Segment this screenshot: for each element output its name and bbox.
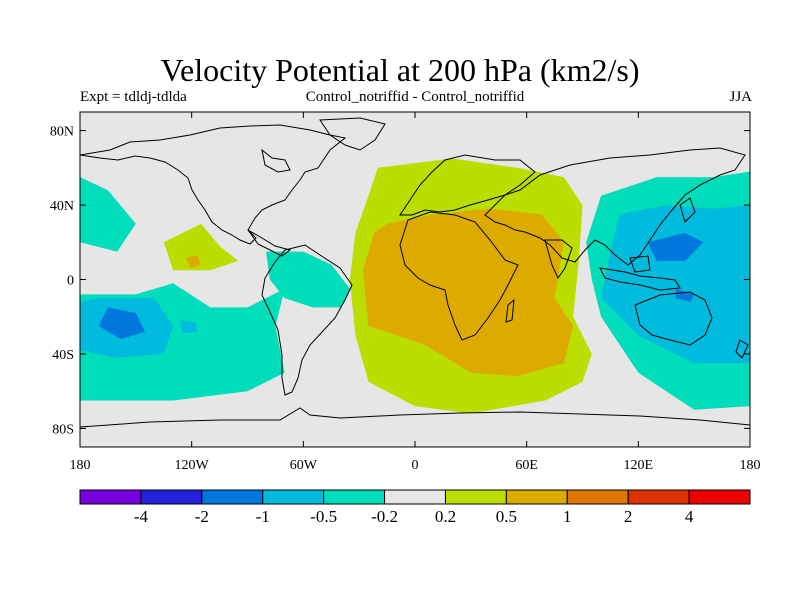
x-tick-label: 0 (412, 458, 419, 473)
colorbar-label: -2 (195, 507, 209, 526)
colorbar-label: 0.5 (496, 507, 517, 526)
x-tick-label: 120E (624, 458, 654, 473)
coastline-madagascar (505, 298, 515, 323)
x-tick-label: 60E (515, 458, 538, 473)
x-tick-label: 120W (175, 458, 210, 473)
contour-region-australia-negative-1 (675, 288, 695, 302)
colorbar-swatch (201, 489, 264, 505)
contour-region-pacific-positive-0.2 (163, 223, 239, 271)
colorbar-swatch (79, 489, 142, 505)
colorbar-label: 1 (563, 507, 572, 526)
colorbar-swatch (323, 489, 386, 505)
coastlines (80, 117, 750, 428)
contour-region-southeast-pacific-negative-0.5 (180, 320, 198, 334)
contour-region-pacific-positive-0.5 (186, 255, 201, 269)
coastline-asia (484, 147, 746, 266)
colorbar-swatch (627, 489, 690, 505)
coastline-greenland (319, 117, 386, 151)
y-tick-label: 80S (52, 422, 74, 437)
contour-fill-layer (80, 158, 750, 414)
y-tick-label: 80N (50, 125, 74, 140)
season-label: JJA (729, 89, 752, 105)
colorbar-swatch (688, 489, 751, 505)
x-tick-label: 180 (70, 458, 91, 473)
coastline-europe (399, 154, 536, 216)
coastline-central-america (247, 229, 292, 257)
comparison-label: Control_notriffid - Control_notriffid (305, 89, 525, 105)
coastline-antarctica (80, 407, 750, 428)
contour-region-south-america-negative-0.2 (266, 251, 350, 308)
x-tick-label: 180 (740, 458, 761, 473)
experiment-label: Expt = tdldj-tdlda (80, 89, 187, 105)
coastline-hudson-bay (261, 148, 291, 173)
colorbar-label: -0.2 (371, 507, 398, 526)
colorbar: -4 -2 -1 -0.5 -0.2 0.2 0.5 1 2 4 (79, 489, 751, 526)
coastline-africa (399, 211, 519, 341)
coastline-new-zealand (735, 339, 749, 359)
y-tick-label: 0 (67, 274, 74, 289)
colorbar-swatch (140, 489, 203, 505)
colorbar-label: -1 (256, 507, 270, 526)
contour-region-west-pacific-negative-1 (647, 233, 704, 261)
contour-region-africa-positive-0.5 (362, 208, 574, 377)
coastline-north-america (80, 124, 347, 245)
chart-title: Velocity Potential at 200 hPa (km2/s) (160, 52, 640, 88)
coastline-japan (679, 197, 696, 223)
colorbar-label: 0.2 (435, 507, 456, 526)
colorbar-swatch (262, 489, 325, 505)
contour-region-west-pacific-negative-0.5 (601, 205, 750, 364)
colorbar-swatch (566, 489, 629, 505)
contour-region-north-pacific-negative-0.2 (80, 177, 136, 252)
map-axes: 180 120W 60W 0 60E 120E 180 80N 40N 0 40S 80S (50, 112, 761, 473)
colorbar-swatch (444, 489, 507, 505)
x-tick-label: 60W (290, 458, 318, 473)
colorbar-swatch (505, 489, 568, 505)
y-tick-label: 40N (50, 199, 74, 214)
coastline-indonesia (599, 267, 681, 291)
coastline-india (544, 239, 573, 279)
coastline-south-america (261, 244, 353, 396)
coastline-australia (634, 291, 713, 346)
colorbar-label: 4 (685, 507, 694, 526)
colorbar-label: -0.5 (310, 507, 337, 526)
colorbar-label: 2 (624, 507, 633, 526)
y-tick-label: 40S (52, 348, 74, 363)
colorbar-swatch (384, 489, 446, 505)
colorbar-label: -4 (134, 507, 149, 526)
coastline-borneo (629, 255, 651, 273)
contour-region-east-pacific-negative-1 (98, 307, 146, 340)
